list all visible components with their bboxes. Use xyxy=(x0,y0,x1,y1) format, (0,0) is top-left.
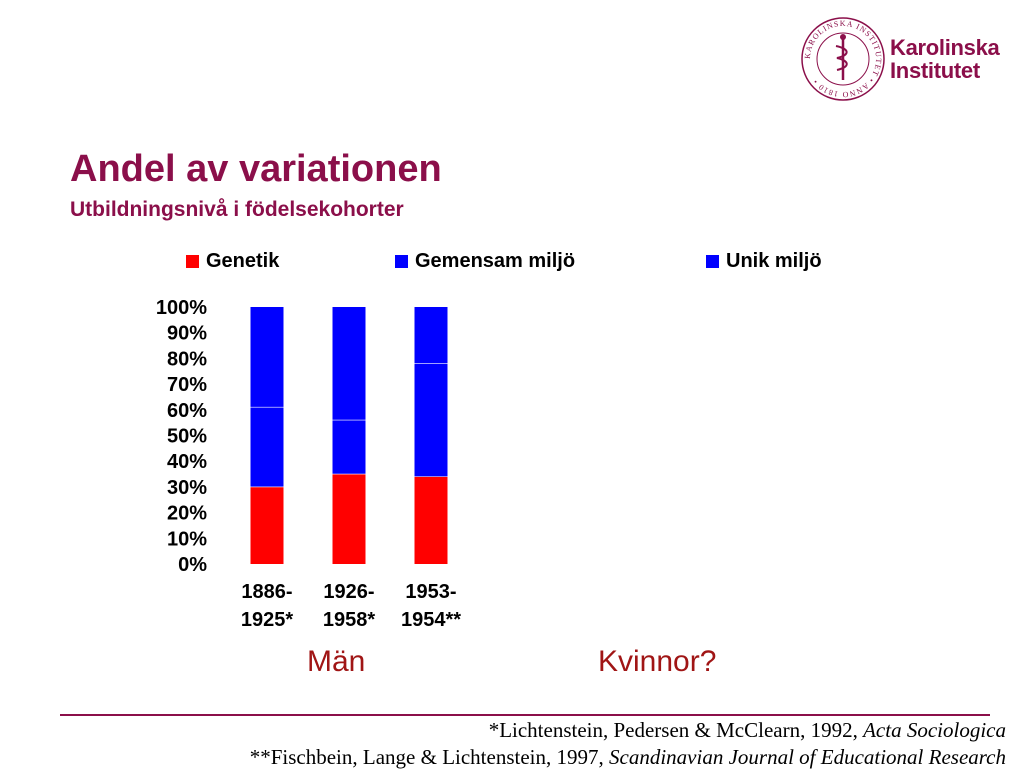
legend-swatch-genetik xyxy=(186,255,199,268)
stacked-bar-chart: 0% 10% 20% 30% 40% 50% 60% 70% 80% 90% 100% 1886- 19… xyxy=(156,297,461,631)
x-category-label: 1953- xyxy=(405,581,456,603)
bar-unik-1 xyxy=(250,307,284,408)
legend-item-unik: Unik miljö xyxy=(706,250,822,273)
x-category-label: 1958* xyxy=(323,609,375,631)
y-tick-label: 80% xyxy=(167,348,207,370)
x-category-label: 1925* xyxy=(241,609,293,631)
page-title: Andel av variationen xyxy=(70,148,442,190)
ki-seal-icon: KAROLINSKA INSTITUTET • ANNO 1810 • xyxy=(801,17,885,101)
x-category-label: 1926- xyxy=(323,581,374,603)
logo-name-line2: Institutet xyxy=(890,58,980,83)
y-tick-label: 40% xyxy=(167,451,207,473)
reference-1: *Lichtenstein, Pedersen & McClearn, 1992… xyxy=(489,718,1006,743)
reference-1-text: *Lichtenstein, Pedersen & McClearn, 1992… xyxy=(488,718,864,742)
y-tick-label: 60% xyxy=(167,400,207,422)
legend-label-gemensam: Gemensam miljö xyxy=(415,250,576,272)
legend-label-unik: Unik miljö xyxy=(726,250,822,272)
y-tick-label: 90% xyxy=(167,323,207,345)
logo-name-line1: Karolinska xyxy=(890,35,1000,60)
y-tick-label: 30% xyxy=(167,477,207,499)
label-women: Kvinnor? xyxy=(598,645,717,678)
y-tick-label: 100% xyxy=(156,297,207,319)
legend-label-genetik: Genetik xyxy=(206,250,280,272)
bar-unik-3 xyxy=(414,307,448,364)
bar-gemensam-2 xyxy=(332,420,366,475)
legend-item-genetik: Genetik xyxy=(186,250,279,273)
chart-legend: Genetik Gemensam miljö Unik miljö xyxy=(0,250,1024,276)
legend-item-gemensam: Gemensam miljö xyxy=(395,250,575,273)
bar-genetik-2 xyxy=(332,474,366,564)
y-tick-label: 70% xyxy=(167,374,207,396)
bar-gemensam-3 xyxy=(414,363,448,477)
reference-2-text: **Fischbein, Lange & Lichtenstein, 1997, xyxy=(249,745,610,769)
y-tick-label: 10% xyxy=(167,528,207,550)
y-tick-label: 20% xyxy=(167,503,207,525)
x-category-label: 1886- xyxy=(241,581,292,603)
karolinska-logo: KAROLINSKA INSTITUTET • ANNO 1810 • Karo… xyxy=(800,14,1000,104)
bar-genetik-3 xyxy=(414,476,448,564)
page-subtitle: Utbildningsnivå i födelsekohorter xyxy=(70,198,404,221)
label-men: Män xyxy=(307,645,366,678)
reference-2: **Fischbein, Lange & Lichtenstein, 1997,… xyxy=(250,745,1006,770)
bar-gemensam-1 xyxy=(250,407,284,487)
x-category-label: 1954** xyxy=(401,609,461,631)
bar-genetik-1 xyxy=(250,486,284,564)
y-tick-label: 0% xyxy=(178,554,207,576)
divider-line xyxy=(60,714,990,716)
legend-swatch-unik xyxy=(706,255,719,268)
bar-unik-2 xyxy=(332,307,366,421)
y-tick-label: 50% xyxy=(167,426,207,448)
reference-1-journal: Acta Sociologica xyxy=(863,718,1006,742)
legend-swatch-gemensam xyxy=(395,255,408,268)
reference-2-journal: Scandinavian Journal of Educational Rese… xyxy=(609,745,1006,769)
